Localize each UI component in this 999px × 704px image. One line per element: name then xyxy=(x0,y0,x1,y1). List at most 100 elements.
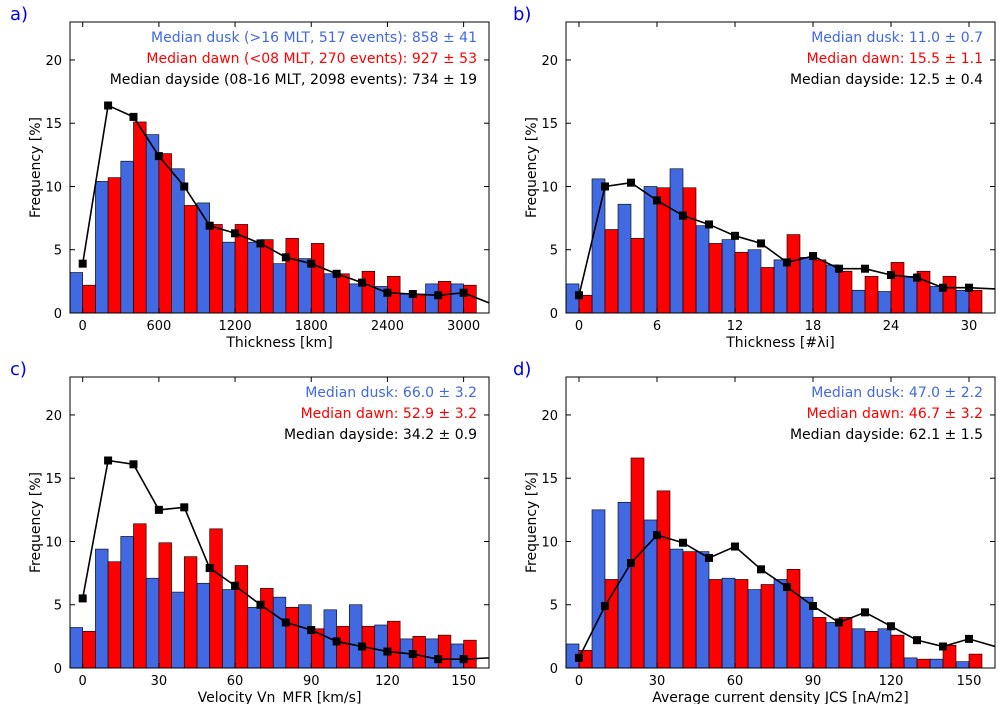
dawn-bar xyxy=(209,528,223,668)
dusk-bar xyxy=(95,548,109,668)
dawn-bar xyxy=(310,243,325,313)
dusk-bar xyxy=(747,589,762,668)
y-tick-label: 5 xyxy=(550,599,558,614)
y-tick-label: 5 xyxy=(54,244,62,259)
dayside-marker xyxy=(679,211,687,220)
y-tick-label: 0 xyxy=(550,662,558,677)
dayside-marker xyxy=(731,231,739,240)
dusk-bar xyxy=(773,259,788,313)
dusk-bar xyxy=(298,604,312,668)
y-tick-label: 20 xyxy=(541,54,558,69)
dayside-marker xyxy=(861,608,869,617)
x-tick-label: 3000 xyxy=(447,319,480,334)
dayside-marker xyxy=(913,273,921,282)
dayside-marker xyxy=(783,258,791,267)
dayside-marker xyxy=(575,291,583,300)
dawn-bar xyxy=(656,187,671,313)
dawn-bar xyxy=(285,238,299,313)
x-tick-label: 150 xyxy=(451,674,476,689)
dayside-marker xyxy=(575,653,583,662)
x-tick-label: 18 xyxy=(805,319,822,334)
panel-label: c) xyxy=(10,359,27,380)
x-tick-label: 120 xyxy=(879,674,904,689)
dusk-bar xyxy=(374,624,388,668)
dawn-bar xyxy=(734,579,749,668)
dawn-bar xyxy=(260,239,274,313)
x-tick-label: 0 xyxy=(575,674,583,689)
dawn-bar xyxy=(234,224,249,313)
dayside-marker xyxy=(104,456,113,465)
dawn-bar xyxy=(336,625,350,668)
y-tick-label: 5 xyxy=(550,244,558,259)
y-tick-label: 20 xyxy=(541,409,558,424)
dawn-bar xyxy=(760,267,775,313)
dusk-bar xyxy=(617,501,632,668)
axes-frame xyxy=(69,376,490,669)
dayside-marker xyxy=(180,503,189,512)
dawn-bar xyxy=(812,617,827,668)
y-tick-label: 20 xyxy=(45,54,62,69)
median-dawn-annotation: Median dawn: 52.9 ± 3.2 xyxy=(301,406,477,422)
dayside-marker xyxy=(809,252,817,261)
dayside-marker xyxy=(434,655,443,664)
dayside-marker xyxy=(809,602,817,611)
panel-d: 0 30 60 90 120 150 0 5 10 15 20 Average current den… xyxy=(513,359,996,704)
dayside-marker xyxy=(939,283,947,292)
dusk-bar xyxy=(929,658,944,668)
x-tick-label: 1200 xyxy=(219,319,252,334)
dawn-bar xyxy=(604,229,619,313)
dayside-marker xyxy=(757,565,765,574)
dayside-marker xyxy=(205,564,214,573)
x-tick-label: 120 xyxy=(375,674,400,689)
dawn-bar xyxy=(786,234,801,313)
dayside-marker xyxy=(965,634,973,643)
y-tick-label: 10 xyxy=(541,535,558,550)
dawn-bar xyxy=(107,177,122,313)
dayside-marker xyxy=(757,239,765,248)
dayside-marker xyxy=(180,182,189,191)
dayside-marker xyxy=(408,290,417,299)
y-tick-label: 10 xyxy=(45,535,62,550)
dusk-bar xyxy=(851,289,866,313)
median-dusk-annotation: Median dusk: 47.0 ± 2.2 xyxy=(811,385,983,401)
dusk-bar xyxy=(721,577,736,668)
dayside-marker xyxy=(731,542,739,551)
x-tick-label: 60 xyxy=(227,674,244,689)
dusk-bar xyxy=(70,627,83,668)
dusk-bar xyxy=(955,289,970,313)
dayside-marker xyxy=(627,558,635,567)
dayside-marker xyxy=(281,618,290,627)
x-tick-label: 30 xyxy=(151,674,168,689)
plot-area xyxy=(566,457,995,668)
panel-b: 0 6 12 18 24 30 0 5 10 15 20 Thickness [#λi] Frequen… xyxy=(513,4,996,351)
dawn-bar xyxy=(361,270,376,313)
dayside-marker xyxy=(939,642,947,651)
dayside-marker xyxy=(835,264,843,273)
dayside-marker xyxy=(705,553,713,562)
dusk-bar xyxy=(349,604,363,668)
dusk-bar xyxy=(95,181,109,313)
dayside-marker xyxy=(383,288,392,297)
dusk-bar xyxy=(721,239,736,313)
dawn-bar xyxy=(682,187,697,313)
dayside-marker xyxy=(256,239,265,248)
y-tick-label: 15 xyxy=(541,117,558,132)
dawn-bar xyxy=(968,653,983,668)
dayside-marker xyxy=(78,594,87,603)
dayside-marker xyxy=(231,581,240,590)
dayside-marker xyxy=(913,636,921,645)
dusk-bar xyxy=(903,276,918,313)
dawn-bar xyxy=(968,289,983,313)
dayside-marker xyxy=(332,637,341,646)
dayside-marker xyxy=(307,259,316,268)
dayside-marker xyxy=(154,152,163,161)
dayside-marker xyxy=(154,505,163,514)
dusk-bar xyxy=(877,628,892,668)
dusk-bar xyxy=(617,203,632,313)
y-axis-label: Frequency [%] xyxy=(28,472,44,573)
panel-c: 0 30 60 90 120 150 0 5 10 15 20 Velocity Vn_MFR [km… xyxy=(10,359,490,704)
y-axis-label: Frequency [%] xyxy=(28,117,44,218)
x-tick-label: 12 xyxy=(727,319,744,334)
dawn-bar xyxy=(209,224,223,313)
